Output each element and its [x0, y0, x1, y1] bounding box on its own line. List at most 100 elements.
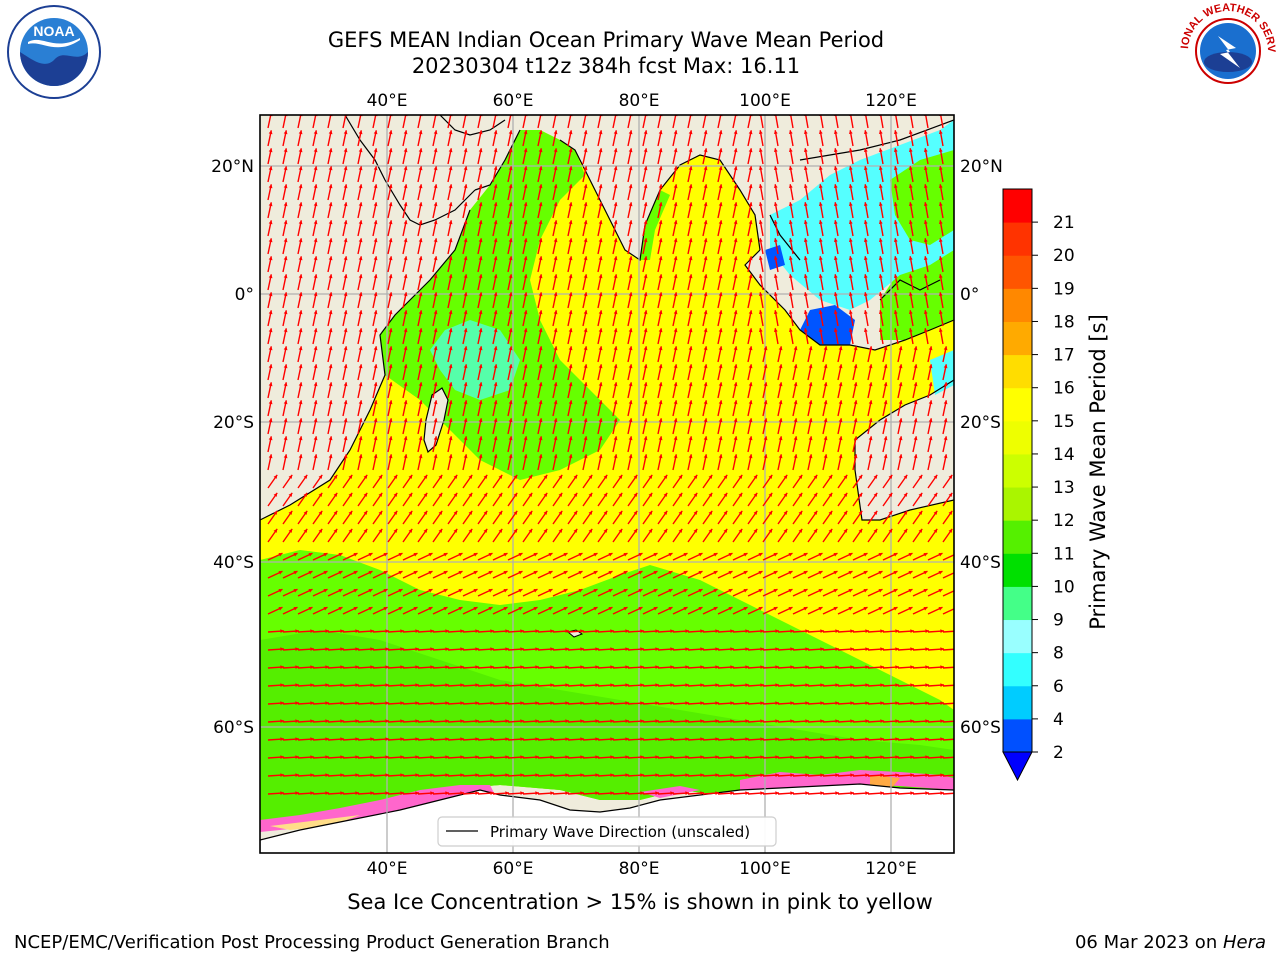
wave-arrow-head [938, 166, 943, 170]
wave-arrow-head [778, 436, 783, 441]
wave-arrow-head [760, 737, 764, 741]
wave-arrow-head [808, 418, 813, 423]
wave-arrow-head [418, 382, 423, 387]
wave-arrow-head [813, 474, 818, 479]
wave-arrow-head [613, 400, 618, 405]
wave-arrow-head [773, 238, 778, 242]
wave-arrow-head [553, 238, 558, 243]
wave-arrow-head [278, 589, 283, 593]
wave-arrow-head [608, 607, 613, 611]
wave-arrow-head [773, 607, 778, 611]
wave-arrow-head [483, 510, 488, 515]
wave-arrow-head [883, 418, 888, 423]
wave-arrow-head [715, 755, 719, 759]
wave-arrow-head [313, 166, 318, 171]
wave-arrow-head [438, 474, 443, 479]
wave-arrow [942, 572, 954, 579]
wave-arrow-head [413, 589, 418, 593]
wave-arrow-head [803, 328, 808, 332]
lon-label-bottom: 60°E [493, 859, 534, 879]
wave-arrow-head [373, 382, 378, 387]
wave-arrow-head [865, 737, 869, 741]
wave-arrow-head [463, 364, 468, 369]
wave-arrow-head [268, 418, 273, 423]
wave-arrow-head [655, 629, 659, 633]
wave-arrow-head [563, 607, 568, 611]
wave-arrow-head [648, 510, 653, 515]
wave-arrow-head [400, 755, 404, 759]
wave-arrow-head [833, 238, 838, 242]
wave-arrow-head [955, 701, 959, 705]
wave-arrow-head [728, 607, 733, 611]
wave-arrow-head [373, 130, 378, 135]
wave-arrow-head [430, 755, 434, 759]
wave-arrow-head [403, 256, 408, 261]
wave-arrow-head [568, 454, 573, 459]
wave-arrow-head [850, 647, 854, 651]
wave-arrow-head [328, 400, 333, 405]
wave-arrow-head [280, 737, 284, 741]
wave-arrow-head [833, 571, 838, 575]
wave-arrow-head [445, 629, 449, 633]
wave-arrow-head [268, 436, 273, 441]
wave-arrow-head [288, 492, 293, 497]
wave-arrow-head [443, 553, 448, 557]
wave-arrow-head [715, 773, 719, 777]
wave-arrow-head [283, 364, 288, 369]
wave-arrow-head [403, 346, 408, 351]
wave-arrow-head [568, 202, 573, 207]
wave-arrow-head [398, 571, 403, 575]
wave-arrow-head [868, 382, 873, 387]
wave-arrow-head [898, 364, 903, 369]
wave-arrow-head [658, 238, 663, 243]
wave-arrow-head [863, 130, 868, 134]
wave-arrow-head [490, 773, 494, 777]
wave-arrow-head [758, 256, 763, 260]
wave-arrow-head [373, 418, 378, 423]
wave-arrow-head [763, 364, 768, 369]
wave-arrow-head [598, 220, 603, 225]
wave-arrow-head [758, 292, 763, 296]
wave-arrow-head [658, 166, 663, 171]
wave-arrow-head [538, 130, 543, 135]
wave-arrow-head [653, 553, 658, 557]
wave-arrow-head [613, 184, 618, 189]
wave-arrow-head [343, 130, 348, 135]
wave-arrow-head [280, 665, 284, 669]
wave-arrow-head [618, 510, 623, 515]
wave-arrow-head [398, 553, 403, 557]
wave-arrow-head [573, 528, 578, 533]
wave-arrow-head [628, 292, 633, 297]
wave-arrow-head [283, 400, 288, 405]
wave-arrow-head [370, 719, 374, 723]
wave-arrow-head [748, 436, 753, 441]
wave-arrow-head [328, 130, 333, 135]
wave-arrow-head [413, 553, 418, 557]
wave-arrow-head [758, 202, 763, 206]
wave-arrow-head [658, 310, 663, 315]
wave-arrow-head [415, 647, 419, 651]
wave-arrow-head [873, 492, 878, 497]
wave-arrow-head [535, 665, 539, 669]
wave-arrow-head [768, 474, 773, 479]
wave-arrow-head [700, 773, 704, 777]
wave-arrow [894, 115, 899, 129]
wave-arrow-head [508, 436, 513, 441]
wave-arrow [702, 115, 707, 129]
wave-arrow-head [923, 607, 928, 611]
colorbar-tick-label: 4 [1053, 710, 1064, 730]
wave-arrow [849, 115, 854, 129]
wave-arrow-head [415, 737, 419, 741]
wave-arrow-head [838, 364, 843, 369]
wave-arrow-head [670, 629, 674, 633]
wave-arrow-head [878, 166, 883, 170]
wave-arrow-head [513, 528, 518, 533]
wave-arrow-head [893, 202, 898, 206]
wave-arrow-head [730, 629, 734, 633]
wave-arrow-head [943, 400, 948, 405]
wave-arrow-head [658, 364, 663, 369]
wave-arrow-head [340, 683, 344, 687]
wave-arrow-head [730, 791, 734, 795]
wave-arrow-head [313, 130, 318, 135]
wave-arrow-head [670, 719, 674, 723]
